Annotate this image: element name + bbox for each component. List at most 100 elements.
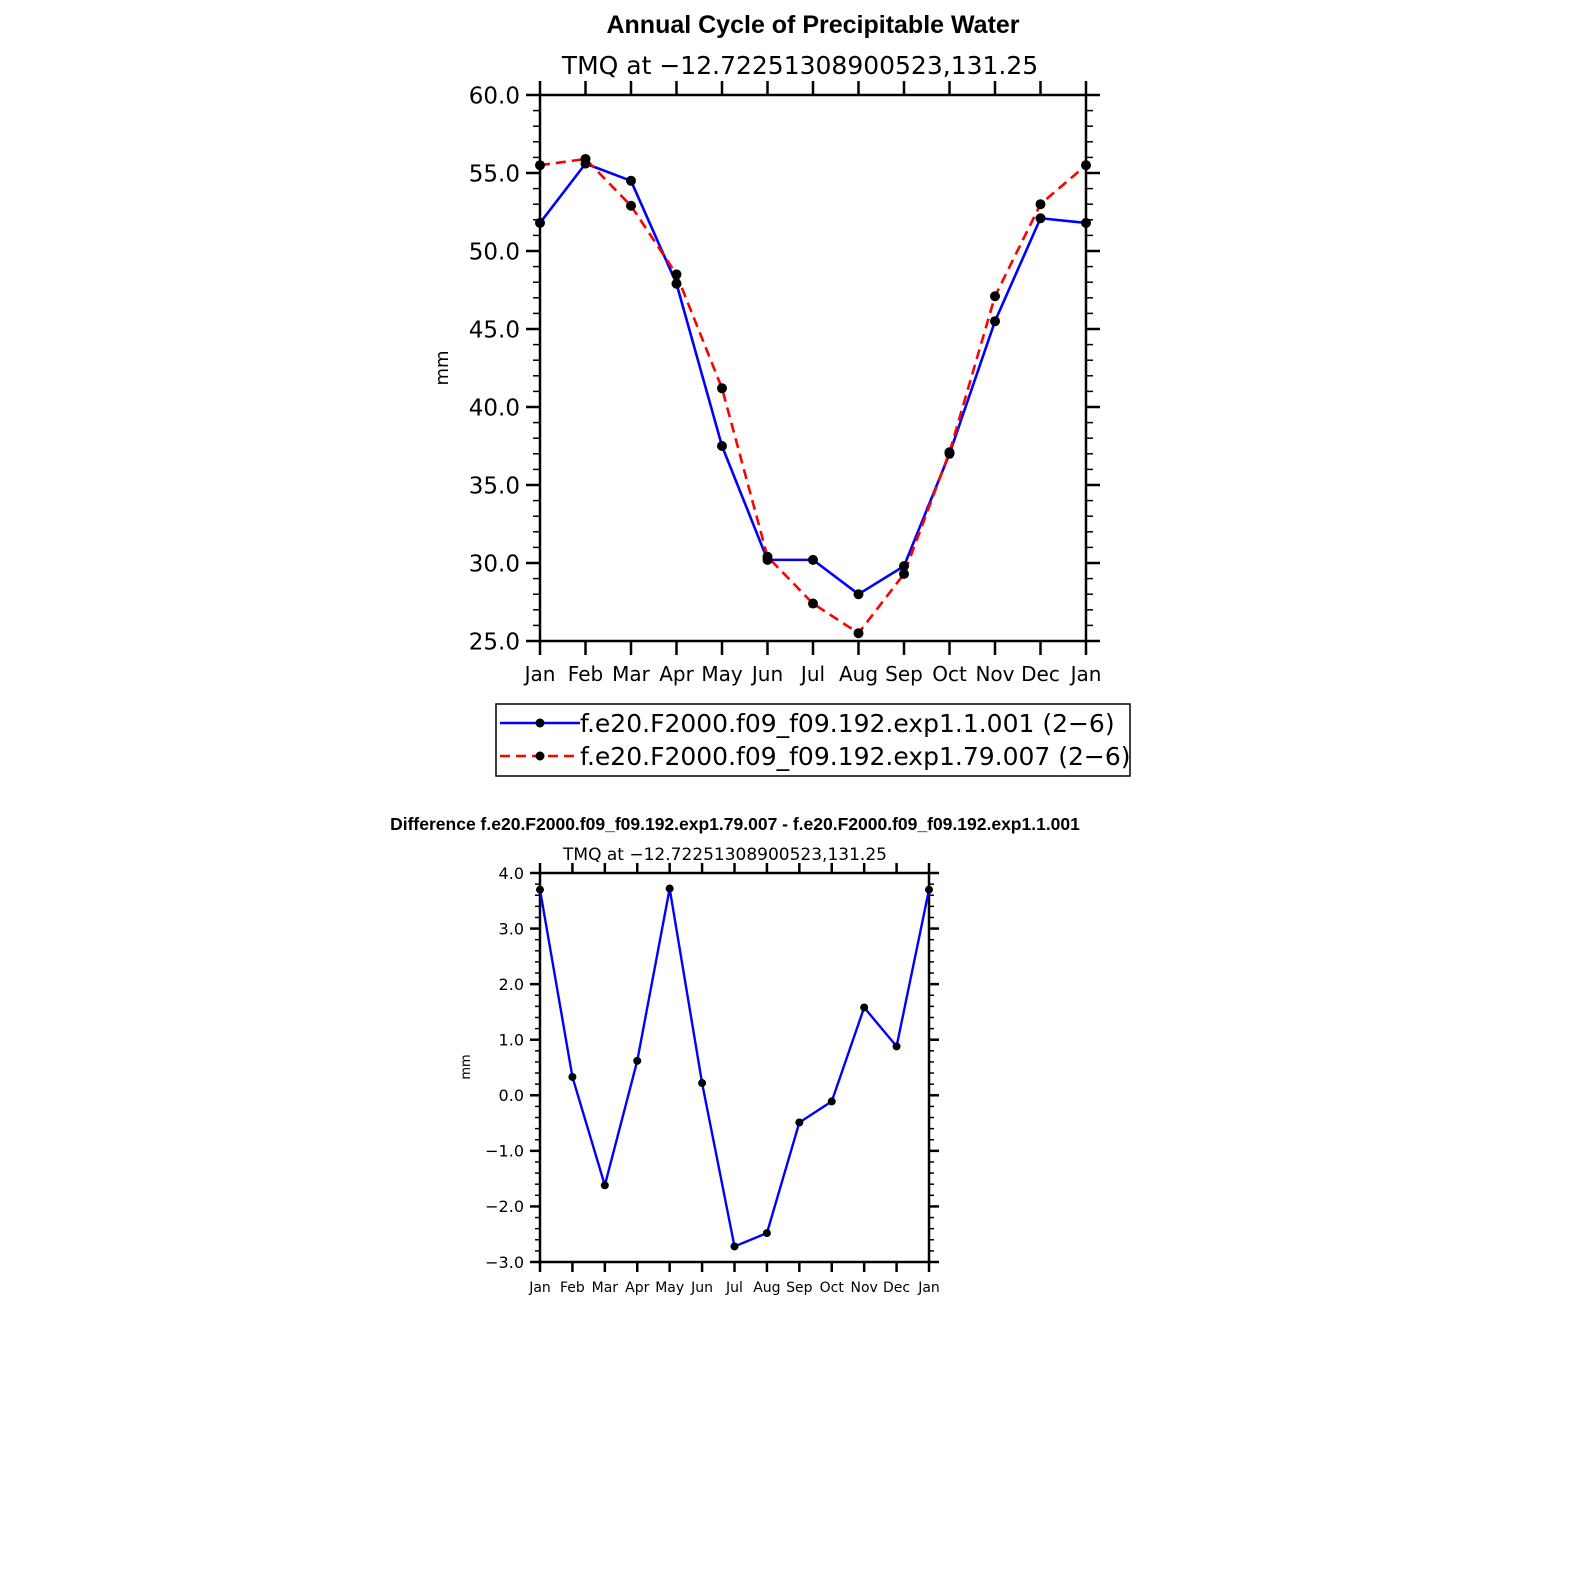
series-0-point — [762, 1229, 771, 1238]
series-0-point — [626, 175, 636, 186]
top-chart-subtitle: TMQ at −12.72251308900523,131.25 — [561, 51, 1038, 80]
series-1-point — [717, 383, 727, 394]
bottom-xtick-labels: Jan Feb Mar Apr May Jun Jul Aug Sep Oct Nov Dec Jan — [528, 1280, 940, 1296]
series-0-point — [633, 1056, 642, 1065]
top-chart: Annual Cycle of Precipitable Water TMQ a… — [432, 11, 1131, 777]
ytick-label: 1.0 — [499, 1030, 524, 1049]
series-1-point — [808, 598, 818, 609]
xtick-label: Feb — [560, 1280, 585, 1296]
xtick-label: Jun — [750, 662, 783, 686]
xtick-label: Aug — [753, 1280, 780, 1296]
top-series — [535, 153, 1091, 639]
ytick-label: 60.0 — [469, 83, 520, 109]
xtick-label: Jan — [1069, 662, 1102, 686]
xtick-label: Mar — [612, 662, 651, 686]
series-0-point — [568, 1072, 577, 1081]
series-1-point — [990, 291, 1000, 302]
series-0-point — [795, 1118, 804, 1127]
bottom-ytick-labels: −3.0 −2.0 −1.0 0.0 1.0 2.0 3.0 4.0 — [485, 864, 524, 1272]
top-legend: f.e20.F2000.f09_f09.192.exp1.1.001 (2−6)… — [495, 703, 1131, 777]
legend-label-blue: f.e20.F2000.f09_f09.192.exp1.1.001 (2−6) — [580, 709, 1115, 738]
xtick-label: Jul — [799, 662, 825, 686]
series-0-point — [899, 561, 909, 572]
bottom-ticks — [530, 863, 939, 1272]
bottom-chart: Difference f.e20.F2000.f09_f09.192.exp1.… — [390, 814, 1080, 1296]
ytick-label: 0.0 — [499, 1086, 524, 1105]
series-0-point — [665, 884, 674, 893]
legend-marker-red — [535, 751, 545, 761]
xtick-label: Feb — [568, 662, 603, 686]
series-1-point — [1081, 160, 1091, 171]
series-1-point — [1035, 199, 1046, 210]
series-0-point — [925, 885, 933, 894]
top-chart-ylabel: mm — [432, 350, 453, 385]
ytick-label: 55.0 — [469, 161, 520, 187]
legend-box — [495, 703, 1131, 777]
bottom-chart-ylabel: mm — [459, 1054, 474, 1079]
xtick-label: Jul — [725, 1280, 743, 1296]
ytick-label: 4.0 — [499, 864, 524, 883]
xtick-label: Oct — [820, 1280, 845, 1296]
xtick-label: Sep — [786, 1280, 813, 1296]
ytick-label: −2.0 — [485, 1197, 524, 1216]
xtick-label: Jun — [690, 1280, 713, 1296]
series-0-point — [730, 1242, 739, 1251]
xtick-label: Oct — [932, 662, 967, 686]
xtick-label: Apr — [659, 662, 694, 686]
xtick-label: Nov — [851, 1280, 878, 1296]
legend-label-red: f.e20.F2000.f09_f09.192.exp1.79.007 (2−6… — [580, 742, 1131, 771]
series-0-point — [853, 589, 864, 600]
xtick-label: Nov — [975, 662, 1014, 686]
ytick-label: 45.0 — [469, 317, 520, 343]
top-ytick-labels: 25.0 30.0 35.0 40.0 45.0 50.0 55.0 60.0 — [469, 83, 520, 655]
series-0-point — [1081, 217, 1091, 228]
xtick-label: Dec — [883, 1280, 910, 1296]
xtick-label: Dec — [1021, 662, 1060, 686]
xtick-label: May — [701, 662, 743, 686]
xtick-label: Jan — [528, 1280, 551, 1296]
series-0-point — [671, 278, 682, 289]
bottom-plot-frame — [538, 871, 931, 1264]
series-1-point — [762, 551, 773, 562]
xtick-label: Jan — [523, 662, 556, 686]
series-0-point — [535, 217, 545, 228]
xtick-label: Jan — [917, 1280, 940, 1296]
ytick-label: 25.0 — [469, 629, 520, 655]
xtick-label: Apr — [625, 1280, 649, 1296]
bottom-chart-title: Difference f.e20.F2000.f09_f09.192.exp1.… — [390, 814, 1080, 834]
series-1-point — [671, 269, 682, 280]
xtick-label: May — [655, 1280, 684, 1296]
series-0-point — [536, 885, 544, 894]
ytick-label: 3.0 — [499, 919, 524, 938]
series-1-point — [580, 153, 591, 164]
ytick-label: 35.0 — [469, 473, 520, 499]
top-chart-title: Annual Cycle of Precipitable Water — [606, 11, 1019, 39]
xtick-label: Sep — [885, 662, 923, 686]
series-0-point — [990, 316, 1000, 327]
ytick-label: 40.0 — [469, 395, 520, 421]
legend-marker-blue — [535, 718, 545, 728]
series-0-point — [892, 1042, 901, 1051]
ytick-label: 50.0 — [469, 239, 520, 265]
series-0-point — [698, 1079, 707, 1088]
bottom-series — [536, 884, 933, 1251]
series-1-point — [853, 628, 864, 639]
series-0-point — [808, 554, 818, 565]
series-line-0 — [538, 887, 931, 1248]
bottom-chart-subtitle: TMQ at −12.72251308900523,131.25 — [562, 845, 887, 865]
xtick-label: Mar — [592, 1280, 619, 1296]
top-xtick-labels: Jan Feb Mar Apr May Jun Jul Aug Sep Oct Nov Dec Jan — [523, 662, 1102, 686]
series-0-point — [827, 1097, 836, 1106]
series-0-point — [1035, 213, 1046, 224]
series-line-0 — [538, 162, 1087, 596]
ytick-label: −3.0 — [485, 1253, 524, 1272]
series-0-point — [717, 441, 727, 451]
series-0-point — [600, 1181, 609, 1190]
series-1-point — [535, 160, 545, 171]
ytick-label: 2.0 — [499, 975, 524, 994]
xtick-label: Aug — [839, 662, 878, 686]
ytick-label: −1.0 — [485, 1142, 524, 1161]
series-0-point — [860, 1003, 869, 1012]
top-ticks — [526, 81, 1100, 655]
